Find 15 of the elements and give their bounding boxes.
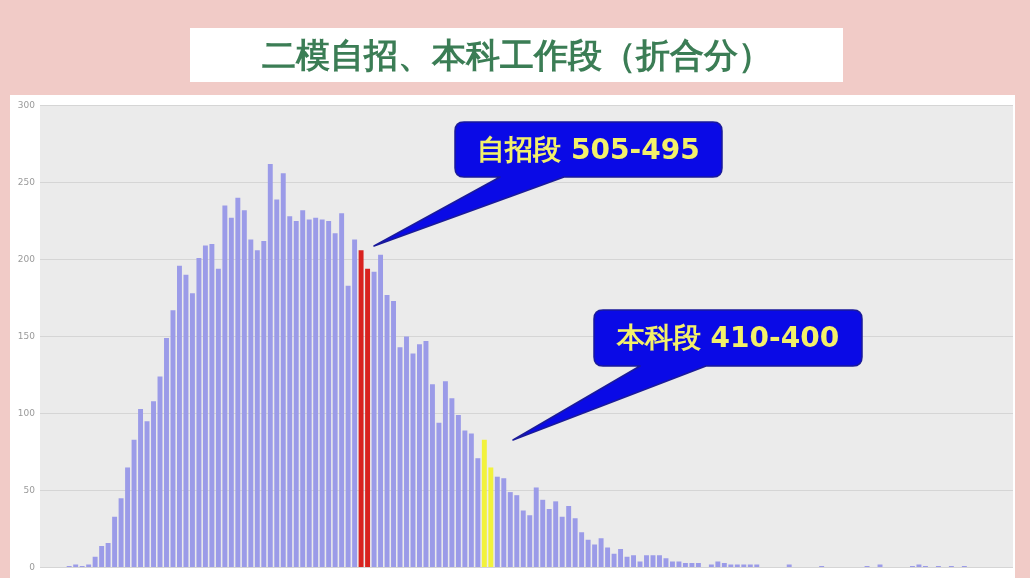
y-tick-label: 100: [17, 407, 36, 418]
y-tick-label: 300: [17, 99, 36, 110]
y-tick-label: 0: [29, 561, 36, 572]
y-tick-label: 50: [23, 484, 36, 495]
y-tick-label: 150: [17, 330, 36, 341]
y-tick-label: 250: [17, 176, 36, 187]
annotation: 自招段 505-495: [477, 132, 700, 166]
y-tick-label: 200: [17, 253, 36, 264]
bar: [695, 562, 701, 568]
bar: [644, 555, 649, 568]
annotation: 本科段 410-400: [616, 321, 840, 354]
bar: [164, 338, 169, 568]
bar: [404, 336, 409, 568]
bar: [151, 401, 156, 568]
chart-title: 二模自招、本科工作段（折合分）: [261, 35, 772, 75]
